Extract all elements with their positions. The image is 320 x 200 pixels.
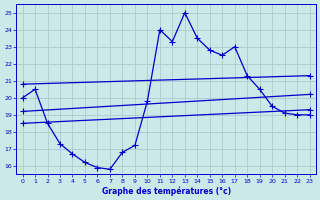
X-axis label: Graphe des températures (°c): Graphe des températures (°c)	[101, 186, 231, 196]
